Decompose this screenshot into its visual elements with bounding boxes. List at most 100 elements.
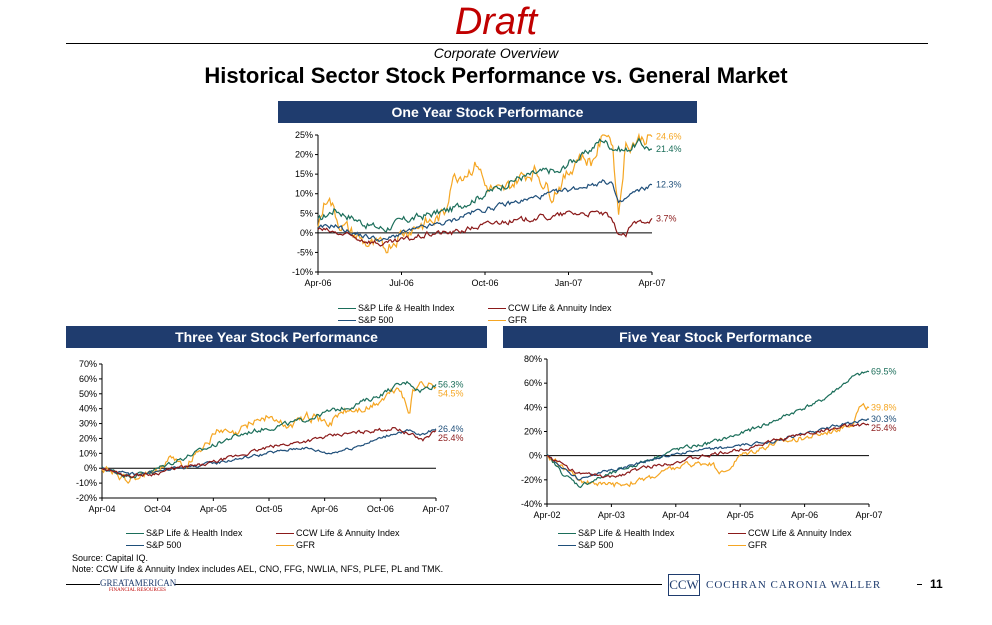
x-tick-label: Oct-04 xyxy=(144,504,171,514)
legend-item: CCW Life & Annuity Index xyxy=(728,527,852,539)
ccw-logo: CCW COCHRAN CARONIA WALLER xyxy=(662,574,917,596)
y-tick-label: 10% xyxy=(79,448,97,458)
series-line-2 xyxy=(101,428,437,476)
legend-swatch xyxy=(338,307,356,309)
legend-label: CCW Life & Annuity Index xyxy=(748,528,852,538)
legend-item: S&P Life & Health Index xyxy=(558,527,674,539)
legend-item: CCW Life & Annuity Index xyxy=(488,302,612,314)
x-tick-label: Oct-05 xyxy=(255,504,282,514)
legend-swatch xyxy=(728,544,746,546)
y-tick-label: 70% xyxy=(79,359,97,369)
legend-swatch xyxy=(558,544,576,546)
great-american-logo: GREATAMERICAN FINANCIAL RESOURCES xyxy=(100,578,177,596)
page-number: 11 xyxy=(930,577,943,591)
end-value-label: 39.8% xyxy=(871,403,897,413)
legend-item: S&P Life & Health Index xyxy=(338,302,454,314)
footer-divider xyxy=(66,584,922,585)
legend-swatch xyxy=(126,532,144,534)
y-tick-label: -10% xyxy=(76,478,97,488)
legend-label: CCW Life & Annuity Index xyxy=(296,528,400,538)
x-tick-label: Jul-06 xyxy=(389,278,414,288)
legend-label: GFR xyxy=(748,540,767,550)
legend-label: S&P Life & Health Index xyxy=(358,303,455,313)
series-line-1 xyxy=(101,426,437,479)
x-tick-label: Apr-03 xyxy=(598,510,625,520)
y-tick-label: 40% xyxy=(524,402,542,412)
five-year-chart: -40% -20% 0% 20% 40% 60% 80% Apr-02 Apr-03 Apr-04… xyxy=(521,354,897,520)
legend-label: CCW Life & Annuity Index xyxy=(508,303,612,313)
legend-swatch xyxy=(276,532,294,534)
great-american-logo-tagline: FINANCIAL RESOURCES xyxy=(109,588,166,593)
legend-item: S&P 500 xyxy=(558,539,613,551)
x-tick-label: Jan-07 xyxy=(555,278,583,288)
legend-swatch xyxy=(276,544,294,546)
x-tick-label: Apr-04 xyxy=(88,504,115,514)
y-tick-label: 30% xyxy=(79,419,97,429)
end-value-label: 54.5% xyxy=(438,388,464,398)
y-tick-label: 10% xyxy=(295,189,313,199)
end-value-label: 69.5% xyxy=(871,367,897,377)
x-tick-label: Apr-07 xyxy=(422,504,449,514)
x-tick-label: Oct-06 xyxy=(367,504,394,514)
great-american-logo-text: GREATAMERICAN xyxy=(100,578,177,588)
one-year-chart-banner: One Year Stock Performance xyxy=(278,101,697,123)
page-title: Historical Sector Stock Performance vs. … xyxy=(204,63,788,88)
legend-item: GFR xyxy=(728,539,767,551)
legend-item: CCW Life & Annuity Index xyxy=(276,527,400,539)
legend-label: S&P 500 xyxy=(146,540,182,550)
series-line-3 xyxy=(317,132,653,254)
x-tick-label: Apr-06 xyxy=(791,510,818,520)
y-tick-label: -10% xyxy=(292,267,313,277)
legend-item: GFR xyxy=(488,314,527,326)
y-tick-label: 5% xyxy=(300,208,313,218)
legend-swatch xyxy=(558,532,576,534)
end-value-label: 26.4% xyxy=(438,424,464,434)
legend-item: S&P 500 xyxy=(338,314,393,326)
y-tick-label: 80% xyxy=(524,354,542,364)
series-line-1 xyxy=(317,210,653,247)
end-value-label: 12.3% xyxy=(656,180,682,190)
three-year-legend: S&P Life & Health Index CCW Life & Annuit… xyxy=(66,527,487,553)
legend-swatch xyxy=(728,532,746,534)
one-year-chart: -10% -5% 0% 5% 10% 15% 20% 25% Apr-06 Jul-06 Oct-0… xyxy=(292,130,682,288)
legend-swatch xyxy=(126,544,144,546)
legend-swatch xyxy=(488,307,506,309)
end-value-label: 24.6% xyxy=(656,132,682,142)
x-tick-label: Apr-06 xyxy=(311,504,338,514)
legend-item: GFR xyxy=(276,539,315,551)
source-note: Source: Capital IQ. Note: CCW Life & Ann… xyxy=(72,553,443,575)
three-year-chart-banner: Three Year Stock Performance xyxy=(66,326,487,348)
x-tick-label: Apr-05 xyxy=(200,504,227,514)
end-value-label: 21.4% xyxy=(656,144,682,154)
end-value-label: 25.4% xyxy=(871,423,897,433)
y-tick-label: 0% xyxy=(84,463,97,473)
x-tick-label: Apr-02 xyxy=(533,510,560,520)
y-tick-label: -5% xyxy=(297,247,313,257)
y-tick-label: 20% xyxy=(79,433,97,443)
series-line-2 xyxy=(546,418,869,481)
ccw-logo-name: COCHRAN CARONIA WALLER xyxy=(706,579,882,591)
header-divider xyxy=(66,43,928,44)
y-tick-label: 25% xyxy=(295,130,313,140)
series-line-0 xyxy=(546,370,870,489)
one-year-legend: S&P Life & Health Index CCW Life & Annuit… xyxy=(278,302,697,328)
y-tick-label: -40% xyxy=(521,499,542,509)
y-tick-label: 0% xyxy=(300,228,313,238)
page-subtitle: Corporate Overview xyxy=(433,45,559,61)
note-text: Note: CCW Life & Annuity Index includes … xyxy=(72,564,444,574)
legend-label: S&P Life & Health Index xyxy=(146,528,243,538)
y-tick-label: 20% xyxy=(295,150,313,160)
y-tick-label: 0% xyxy=(529,451,542,461)
legend-label: S&P 500 xyxy=(358,315,394,325)
ccw-logo-mark: CCW xyxy=(668,574,700,596)
series-line-3 xyxy=(546,402,870,488)
series-line-1 xyxy=(546,422,870,479)
x-tick-label: Oct-06 xyxy=(471,278,498,288)
y-tick-label: -20% xyxy=(76,493,97,503)
x-tick-label: Apr-04 xyxy=(662,510,689,520)
five-year-chart-banner: Five Year Stock Performance xyxy=(503,326,928,348)
x-tick-label: Apr-05 xyxy=(727,510,754,520)
draft-watermark: Draft xyxy=(454,1,538,43)
legend-label: GFR xyxy=(508,315,527,325)
y-tick-label: 60% xyxy=(524,378,542,388)
